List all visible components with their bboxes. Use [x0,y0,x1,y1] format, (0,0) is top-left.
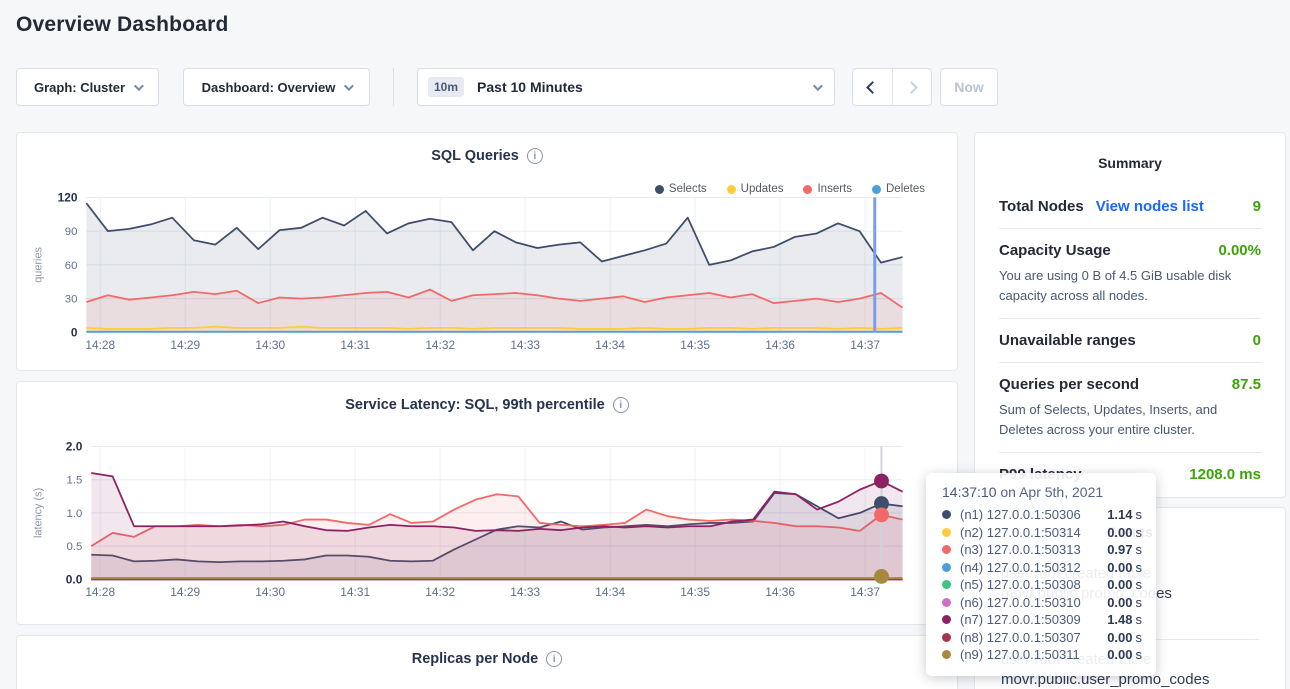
node4-dot-icon [942,563,951,572]
dashboard-dropdown-label: Dashboard: Overview [202,80,336,95]
svg-text:14:30: 14:30 [255,585,285,599]
svg-text:90: 90 [65,226,78,238]
svg-text:30: 30 [65,294,78,306]
svg-text:14:36: 14:36 [765,585,795,599]
replicas-per-node-title: Replicas per Node i [17,651,957,667]
svg-text:2.0: 2.0 [66,439,83,453]
tooltip-row-n2: (n2) 127.0.0.1:503140.00s [942,524,1142,542]
time-range-label: Past 10 Minutes [477,79,583,95]
time-range-dropdown[interactable]: 10m Past 10 Minutes [417,68,835,106]
capacity-usage-label: Capacity Usage [999,242,1111,259]
svg-text:14:31: 14:31 [340,585,370,599]
time-step-buttons [852,68,932,106]
graph-dropdown-label: Graph: Cluster [34,80,125,95]
summary-panel: Summary Total Nodes View nodes list 9 Ca… [974,132,1286,498]
controls-bar: Graph: Cluster Dashboard: Overview 10m P… [16,68,998,106]
node7-dot-icon [942,615,951,624]
tooltip-row-n9: (n9) 127.0.0.1:503110.00s [942,646,1142,664]
chevron-left-icon [866,81,879,94]
node2-dot-icon [942,528,951,537]
svg-text:14:32: 14:32 [425,338,455,352]
chevron-right-icon [905,81,918,94]
summary-title: Summary [999,155,1261,171]
svg-text:14:33: 14:33 [510,338,540,352]
svg-text:0.0: 0.0 [66,572,83,586]
tooltip-row-n6: (n6) 127.0.0.1:503100.00s [942,594,1142,612]
overview-dashboard-page: Overview Dashboard Graph: Cluster Dashbo… [0,0,1290,689]
chevron-down-icon [134,81,144,91]
stat-total-nodes: Total Nodes View nodes list 9 [999,185,1261,229]
chevron-down-icon [344,81,354,91]
svg-text:latency (s): latency (s) [33,488,45,538]
dashboard-dropdown[interactable]: Dashboard: Overview [183,68,370,106]
node9-dot-icon [942,650,951,659]
sql-queries-plot[interactable]: 14:28 14:29 14:30 14:31 14:32 14:33 14:34 14:35… [17,133,957,370]
tooltip-row-n1: (n1) 127.0.0.1:503061.14s [942,506,1142,524]
svg-text:queries: queries [33,246,45,282]
tooltip-timestamp: 14:37:10 on Apr 5th, 2021 [942,484,1142,500]
service-latency-plot[interactable]: 14:28 14:29 14:30 14:31 14:32 14:33 14:34 14:35… [17,382,957,624]
svg-text:14:37: 14:37 [850,585,880,599]
node8-dot-icon [942,633,951,642]
svg-text:14:35: 14:35 [680,585,710,599]
svg-text:14:37: 14:37 [850,338,880,352]
capacity-usage-desc: You are using 0 B of 4.5 GiB usable disk… [999,266,1261,305]
svg-text:14:34: 14:34 [595,338,625,352]
svg-text:14:28: 14:28 [85,585,115,599]
node5-dot-icon [942,580,951,589]
replicas-per-node-chart-card: Replicas per Node i [16,635,958,689]
page-title: Overview Dashboard [16,13,229,37]
svg-text:0.5: 0.5 [67,541,83,553]
graph-dropdown[interactable]: Graph: Cluster [16,68,159,106]
chart-hover-tooltip: 14:37:10 on Apr 5th, 2021 (n1) 127.0.0.1… [926,473,1156,676]
info-icon[interactable]: i [546,651,562,667]
qps-value: 87.5 [1232,376,1261,393]
sql-queries-chart-card: SQL Queries i Selects Updates Inserts De… [16,132,958,371]
now-button[interactable]: Now [940,68,998,106]
service-latency-chart-card: Service Latency: SQL, 99th percentile i … [16,381,958,625]
time-next-button[interactable] [892,69,932,105]
qps-label: Queries per second [999,376,1139,393]
controls-divider [393,68,394,106]
time-range-badge: 10m [428,77,464,97]
tooltip-row-n3: (n3) 127.0.0.1:503130.97s [942,541,1142,559]
svg-text:14:31: 14:31 [340,338,370,352]
qps-desc: Sum of Selects, Updates, Inserts, and De… [999,400,1261,439]
node3-dot-icon [942,545,951,554]
tooltip-row-n7: (n7) 127.0.0.1:503091.48s [942,611,1142,629]
svg-text:14:34: 14:34 [595,585,625,599]
svg-text:14:32: 14:32 [425,585,455,599]
svg-text:14:29: 14:29 [170,585,200,599]
tooltip-row-n4: (n4) 127.0.0.1:503120.00s [942,559,1142,577]
total-nodes-value: 9 [1253,198,1261,215]
stat-capacity-usage: Capacity Usage 0.00% You are using 0 B o… [999,229,1261,319]
svg-text:1.0: 1.0 [67,508,83,520]
svg-text:14:36: 14:36 [765,338,795,352]
stat-unavailable-ranges: Unavailable ranges 0 [999,319,1261,363]
view-nodes-list-link[interactable]: View nodes list [1096,198,1204,215]
stat-queries-per-second: Queries per second 87.5 Sum of Selects, … [999,363,1261,453]
tooltip-row-n5: (n5) 127.0.0.1:503080.00s [942,576,1142,594]
time-prev-button[interactable] [853,69,892,105]
svg-text:14:29: 14:29 [170,338,200,352]
tooltip-row-n8: (n8) 127.0.0.1:503070.00s [942,629,1142,647]
unavailable-ranges-value: 0 [1253,332,1261,349]
svg-text:14:28: 14:28 [85,338,115,352]
svg-text:60: 60 [65,260,78,272]
chevron-down-icon [813,81,823,91]
node6-dot-icon [942,598,951,607]
total-nodes-label: Total Nodes [999,198,1084,215]
capacity-usage-value: 0.00% [1218,242,1261,259]
svg-text:14:30: 14:30 [255,338,285,352]
svg-text:1.5: 1.5 [67,475,83,487]
unavailable-ranges-label: Unavailable ranges [999,332,1136,349]
svg-text:14:33: 14:33 [510,585,540,599]
p99-latency-value: 1208.0 ms [1189,466,1261,483]
svg-text:0: 0 [71,325,78,339]
svg-text:14:35: 14:35 [680,338,710,352]
svg-text:120: 120 [58,190,78,204]
node1-dot-icon [942,510,951,519]
